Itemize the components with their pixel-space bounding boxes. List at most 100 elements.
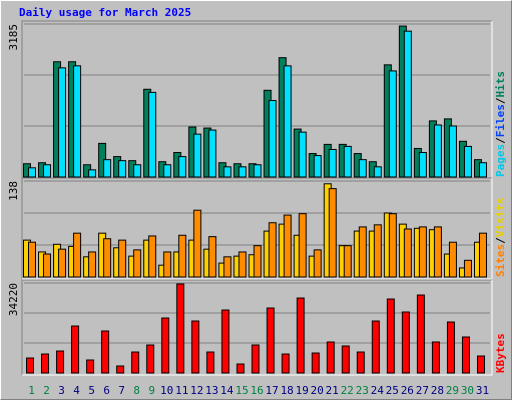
x-tick-label: 14 <box>220 384 234 397</box>
bar <box>358 226 367 278</box>
legend-entry: Pages <box>494 144 507 177</box>
bar <box>178 234 187 278</box>
legend-entry: Visits <box>494 198 507 238</box>
legend-entry: Hits <box>494 71 507 98</box>
bar <box>101 330 110 374</box>
bar <box>416 294 425 374</box>
bar <box>401 311 410 374</box>
legend: KBytes <box>494 333 507 373</box>
bar <box>223 166 232 178</box>
x-tick-label: 1 <box>28 384 35 397</box>
x-tick-label: 6 <box>103 384 110 397</box>
x-tick-label: 10 <box>160 384 173 397</box>
bar <box>283 65 292 178</box>
bar <box>178 156 187 178</box>
bar <box>403 30 412 178</box>
bar <box>281 353 290 374</box>
x-tick-label: 26 <box>401 384 414 397</box>
bar <box>43 253 52 278</box>
title: Daily usage for March 2025 <box>19 6 191 19</box>
legend-entry: / <box>494 237 507 244</box>
x-tick-label: 30 <box>461 384 474 397</box>
bar <box>296 297 305 374</box>
x-tick-label: 20 <box>311 384 324 397</box>
bar <box>73 232 82 278</box>
x-tick-label: 7 <box>118 384 125 397</box>
x-tick-label: 31 <box>476 384 489 397</box>
bar <box>118 160 127 178</box>
bar <box>221 309 230 374</box>
bar <box>58 67 67 178</box>
x-tick-label: 23 <box>356 384 369 397</box>
bar <box>58 248 67 278</box>
bar <box>236 363 245 374</box>
bar <box>448 241 457 278</box>
bar <box>311 352 320 374</box>
bar <box>431 341 440 374</box>
bar <box>356 351 365 374</box>
legend: Sites/Visits <box>494 198 507 278</box>
bar <box>478 162 487 178</box>
y-tick-label: 34220 <box>7 283 20 316</box>
legend-entry: Sites <box>494 244 507 277</box>
bar <box>28 167 37 178</box>
bar <box>298 131 307 178</box>
bar <box>131 351 140 374</box>
x-tick-label: 29 <box>446 384 459 397</box>
bar <box>208 129 217 178</box>
bar <box>73 65 82 178</box>
bar <box>193 209 202 278</box>
x-tick-label: 4 <box>73 384 80 397</box>
bar <box>448 125 457 178</box>
bar <box>41 353 50 374</box>
legend-entry: / <box>494 137 507 144</box>
bar <box>133 249 142 278</box>
x-tick-label: 2 <box>43 384 50 397</box>
bar <box>71 325 80 374</box>
bar <box>373 166 382 178</box>
panel-bevel <box>22 178 493 280</box>
bar <box>146 344 155 374</box>
bar <box>463 145 472 178</box>
panel-bevel <box>22 280 493 376</box>
x-tick-label: 25 <box>386 384 399 397</box>
bar <box>133 164 142 178</box>
bar <box>343 245 352 278</box>
bar <box>43 164 52 178</box>
bar <box>163 164 172 178</box>
x-tick-label: 17 <box>265 384 278 397</box>
bar <box>223 256 232 278</box>
bar <box>118 239 127 278</box>
x-tick-label: 22 <box>341 384 354 397</box>
legend-entry: Files <box>494 104 507 137</box>
bar <box>251 344 260 374</box>
bar <box>238 251 247 278</box>
bar <box>163 251 172 278</box>
x-tick-label: 27 <box>416 384 429 397</box>
x-tick-label: 12 <box>190 384 203 397</box>
x-tick-label: 11 <box>175 384 188 397</box>
bar <box>343 145 352 178</box>
bar <box>326 341 335 374</box>
bar <box>266 307 275 374</box>
legend-entry: / <box>494 97 507 104</box>
bar <box>116 365 125 374</box>
bar <box>253 164 262 178</box>
bar <box>103 238 112 278</box>
x-tick-label: 13 <box>205 384 218 397</box>
x-tick-label: 3 <box>58 384 65 397</box>
bar <box>433 226 442 278</box>
bar <box>371 320 380 374</box>
bar <box>476 355 485 374</box>
bar <box>328 148 337 178</box>
bar <box>313 249 322 278</box>
y-tick-label: 138 <box>7 181 20 201</box>
bar <box>28 241 37 278</box>
bar <box>208 236 217 278</box>
bar <box>191 320 200 374</box>
bar <box>418 152 427 178</box>
bar <box>193 133 202 178</box>
bar <box>341 345 350 374</box>
bar <box>161 317 170 374</box>
